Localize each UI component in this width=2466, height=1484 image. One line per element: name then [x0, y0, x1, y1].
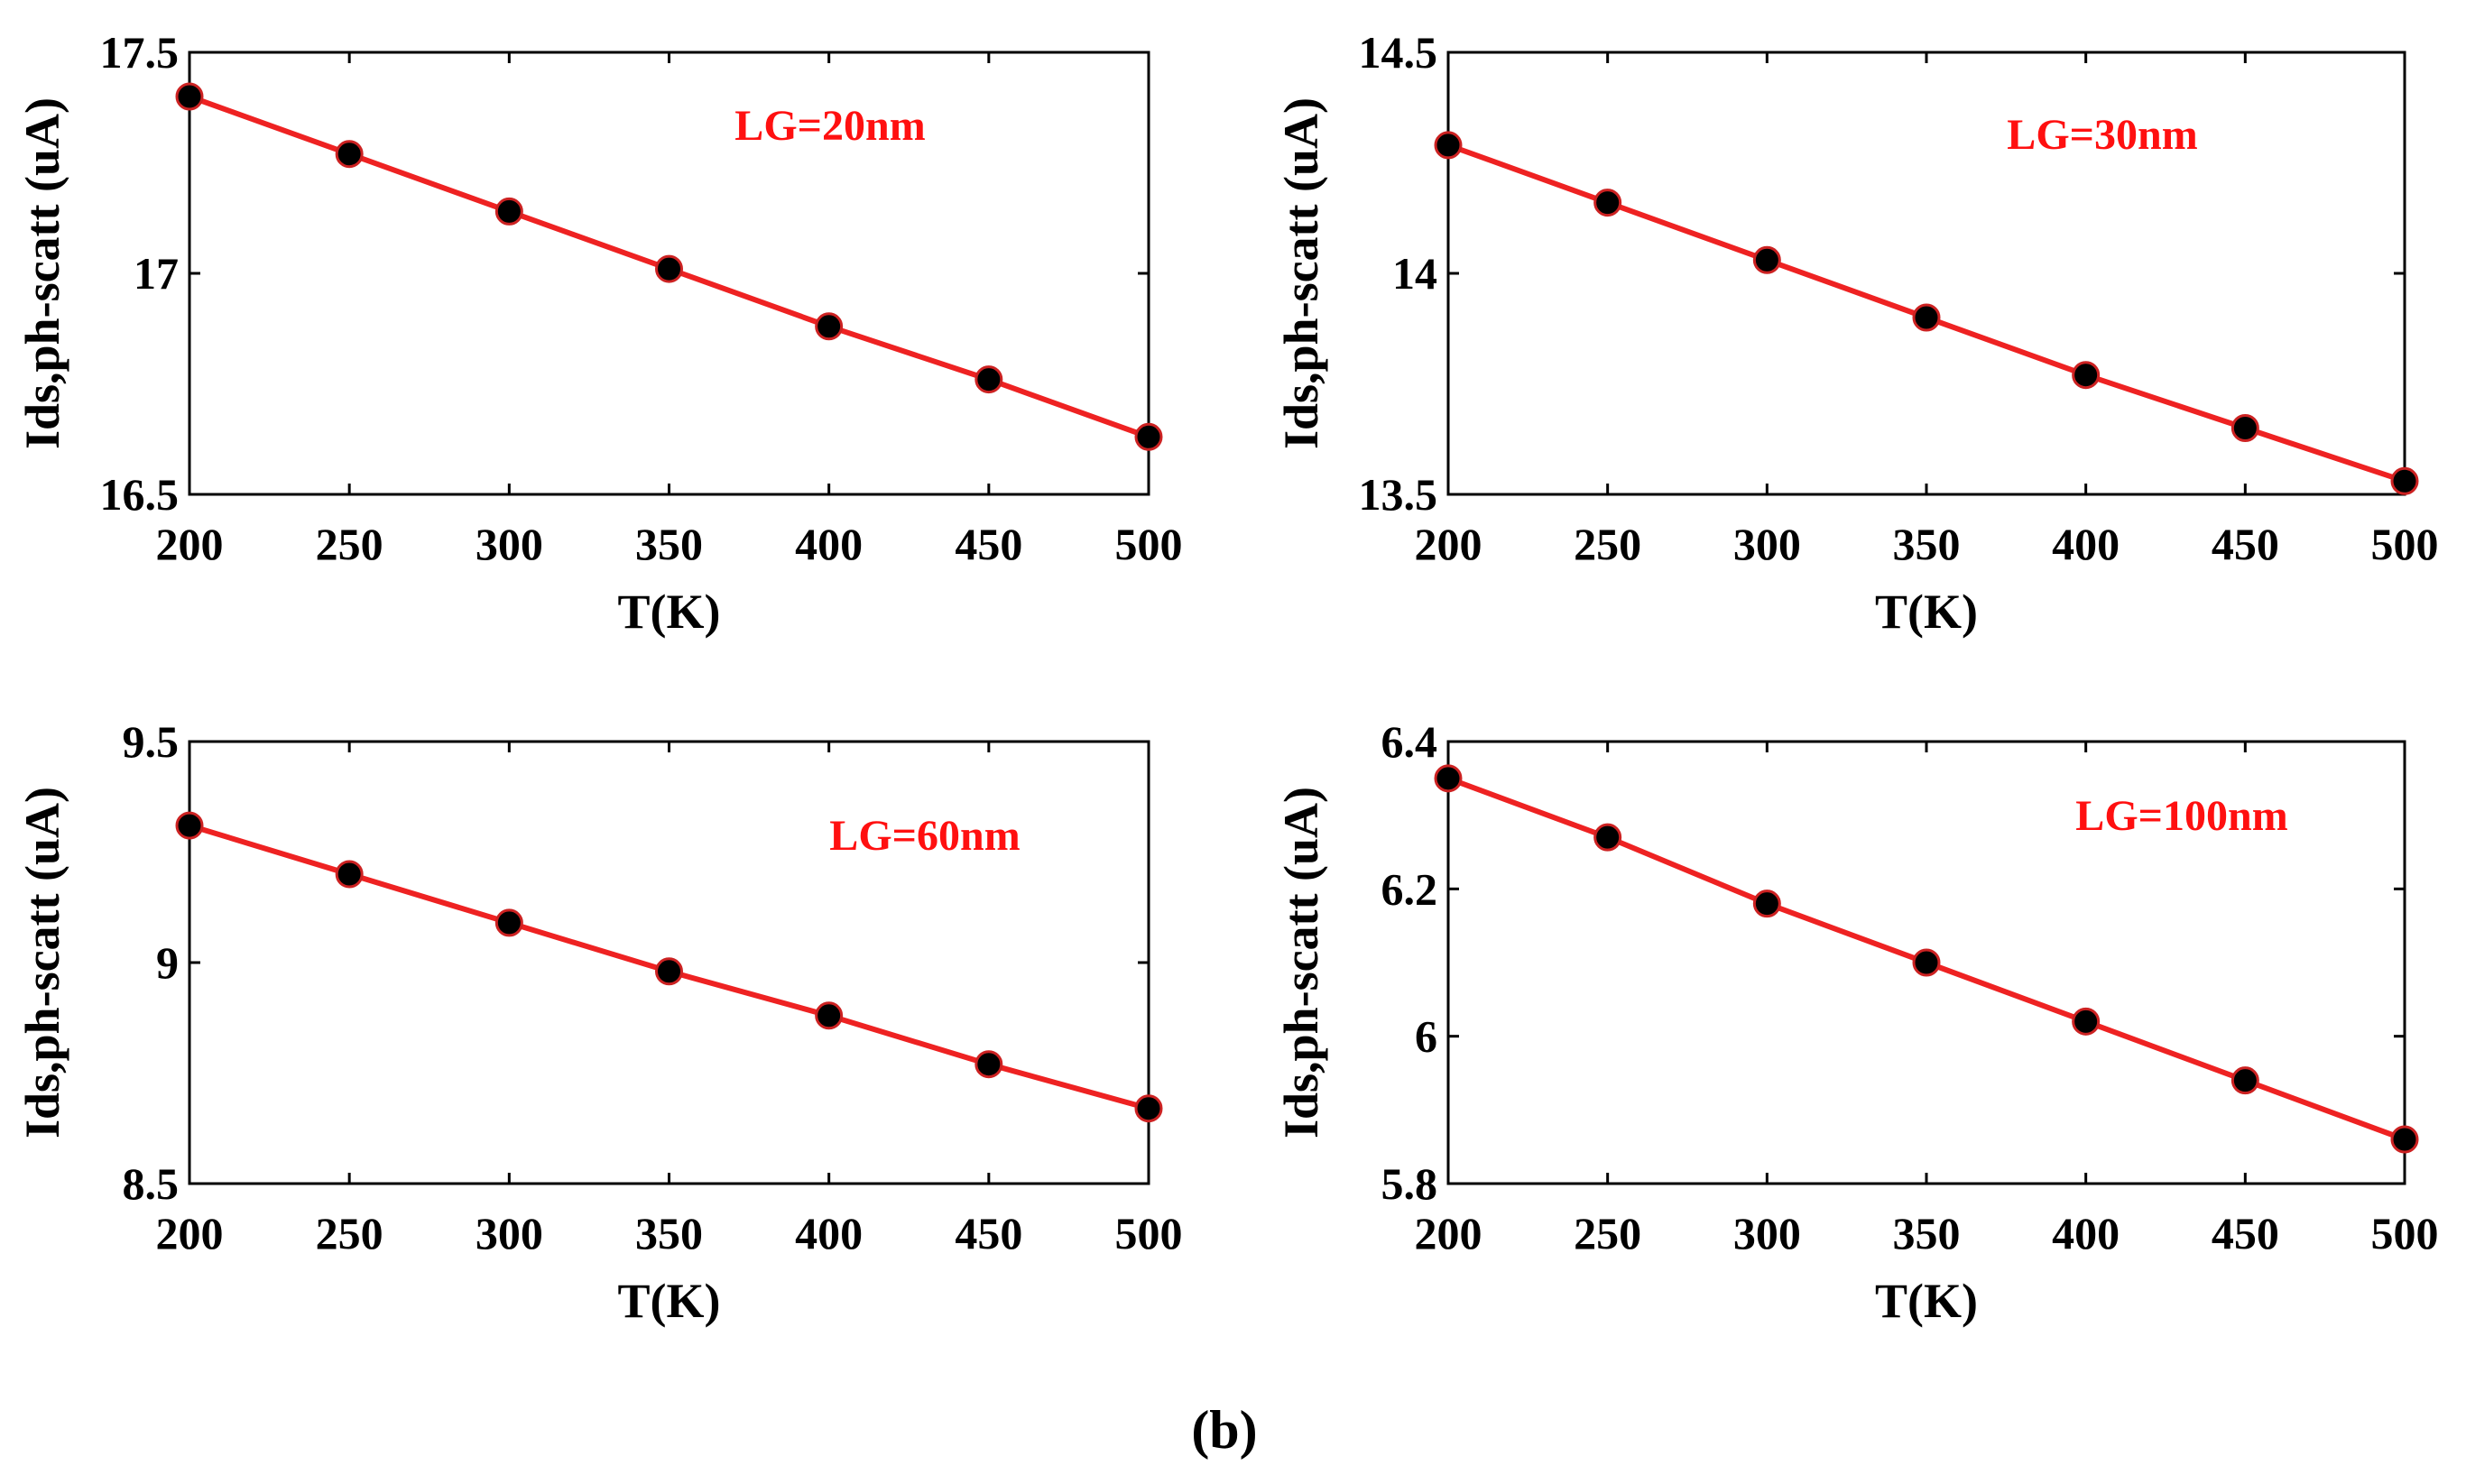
y-tick-label: 9.5: [123, 716, 180, 767]
data-point: [1134, 422, 1163, 451]
y-axis-label: Ids,ph-scatt (uA): [1274, 787, 1328, 1138]
x-tick-label: 350: [1893, 1208, 1961, 1258]
data-point: [2072, 1007, 2101, 1036]
data-point: [815, 312, 844, 341]
data-point: [2390, 466, 2419, 495]
lg-annotation: LG=20nm: [734, 102, 925, 150]
y-axis-label: Ids,ph-scatt (uA): [1274, 97, 1328, 449]
x-axis-label: T(K): [618, 585, 721, 639]
x-tick-label: 400: [2052, 1208, 2120, 1258]
x-tick-label: 400: [795, 1208, 863, 1258]
data-point: [494, 197, 523, 226]
y-tick-label: 14: [1392, 248, 1437, 299]
x-axis-label: T(K): [618, 1274, 721, 1328]
x-tick-label: 450: [955, 1208, 1022, 1258]
data-point: [2390, 1125, 2419, 1154]
x-tick-label: 500: [2371, 1208, 2439, 1258]
data-point: [2230, 1066, 2259, 1095]
data-point: [1912, 303, 1941, 332]
y-tick-label: 13.5: [1359, 469, 1438, 520]
y-tick-label: 16.5: [100, 469, 180, 520]
data-point: [1593, 823, 1622, 852]
x-tick-label: 350: [1893, 519, 1961, 569]
chart-panel-1: 200 250 300 350 400 450 500 16.5 17 17.5 T(K) Ids,p…: [15, 27, 1183, 639]
x-tick-label: 500: [2371, 519, 2439, 569]
data-point: [1134, 1094, 1163, 1123]
x-tick-label: 500: [1115, 519, 1183, 569]
x-tick-label: 500: [1115, 1208, 1183, 1258]
y-tick-label: 5.8: [1381, 1158, 1438, 1209]
data-point: [655, 254, 683, 283]
x-tick-label: 200: [1415, 1208, 1482, 1258]
x-tick-label: 400: [2052, 519, 2120, 569]
x-tick-label: 250: [316, 519, 383, 569]
x-tick-label: 350: [635, 1208, 703, 1258]
data-point: [2072, 361, 2101, 390]
x-tick-label: 350: [635, 519, 703, 569]
data-point: [335, 860, 364, 889]
y-tick-label: 6.2: [1381, 863, 1438, 914]
data-point: [335, 140, 364, 169]
x-tick-label: 250: [1574, 519, 1641, 569]
data-point: [655, 957, 683, 986]
y-tick-label: 14.5: [1359, 27, 1438, 78]
data-point: [175, 811, 204, 840]
x-tick-label: 300: [1733, 1208, 1801, 1258]
lg-annotation: LG=30nm: [2007, 111, 2197, 159]
y-tick-label: 8.5: [123, 1158, 180, 1209]
y-tick-label: 9: [156, 937, 179, 988]
x-tick-label: 200: [1415, 519, 1482, 569]
data-point: [1912, 948, 1941, 977]
lg-annotation: LG=60nm: [829, 812, 1020, 860]
data-point: [1752, 889, 1781, 918]
x-tick-label: 450: [2212, 1208, 2279, 1258]
chart-panel-4: 200 250 300 350 400 450 500 5.8 6 6.2 6.4 T(K) Ids,p…: [1274, 716, 2439, 1328]
x-tick-label: 300: [1733, 519, 1801, 569]
x-tick-label: 300: [476, 1208, 543, 1258]
x-tick-label: 250: [316, 1208, 383, 1258]
y-axis-label: Ids,ph-scatt (uA): [15, 787, 69, 1138]
data-point: [1434, 131, 1463, 160]
x-tick-label: 450: [955, 519, 1022, 569]
x-axis-label: T(K): [1875, 1274, 1978, 1328]
x-tick-label: 300: [476, 519, 543, 569]
data-point: [2230, 414, 2259, 442]
x-tick-label: 450: [2212, 519, 2279, 569]
data-point: [494, 908, 523, 937]
data-point: [974, 365, 1003, 394]
chart-panel-2: 200 250 300 350 400 450 500 13.5 14 14.5 T(K) Ids,p…: [1274, 27, 2439, 639]
x-tick-label: 200: [156, 519, 224, 569]
x-tick-label: 250: [1574, 1208, 1641, 1258]
x-axis-label: T(K): [1875, 585, 1978, 639]
data-point: [1593, 189, 1622, 217]
chart-panel-3: 200 250 300 350 400 450 500 8.5 9 9.5 T(K) Ids,ph-s…: [15, 716, 1183, 1328]
y-tick-label: 6.4: [1381, 716, 1438, 767]
data-point: [974, 1050, 1003, 1079]
plot-frame: [1446, 51, 2406, 496]
x-tick-label: 200: [156, 1208, 224, 1258]
y-tick-label: 17.5: [100, 27, 180, 78]
data-point: [1752, 245, 1781, 274]
x-tick-label: 400: [795, 519, 863, 569]
y-axis-label: Ids,ph-scatt (uA): [15, 97, 69, 449]
y-tick-label: 17: [134, 248, 179, 299]
figure-caption: (b): [1191, 1400, 1257, 1460]
lg-annotation: LG=100nm: [2075, 792, 2287, 840]
data-point: [815, 1001, 844, 1030]
y-tick-label: 6: [1415, 1011, 1437, 1062]
data-point: [1434, 764, 1463, 793]
data-point: [175, 82, 204, 111]
